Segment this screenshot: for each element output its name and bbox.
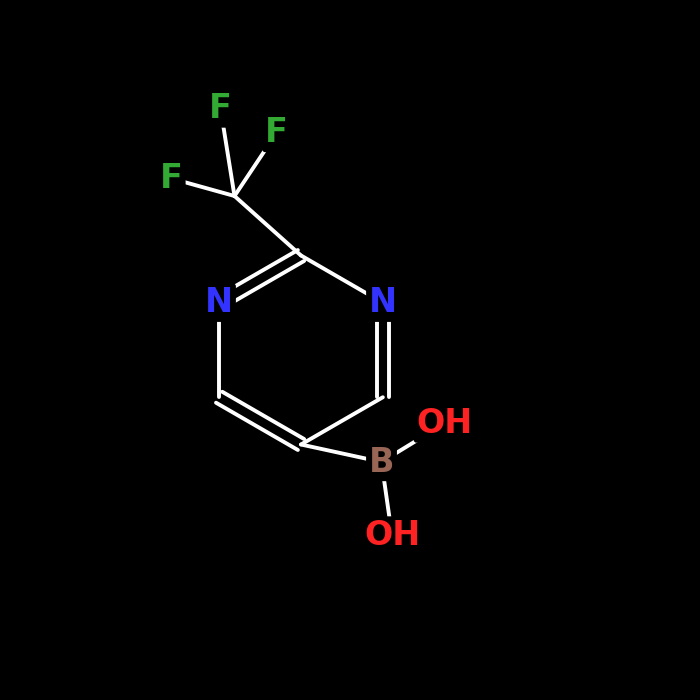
Text: F: F	[265, 116, 288, 150]
Text: F: F	[209, 92, 232, 125]
Text: F: F	[160, 162, 183, 195]
Text: OH: OH	[364, 519, 420, 552]
Text: OH: OH	[416, 407, 473, 440]
Text: B: B	[369, 445, 394, 479]
Text: N: N	[369, 286, 397, 319]
Text: N: N	[205, 286, 233, 319]
